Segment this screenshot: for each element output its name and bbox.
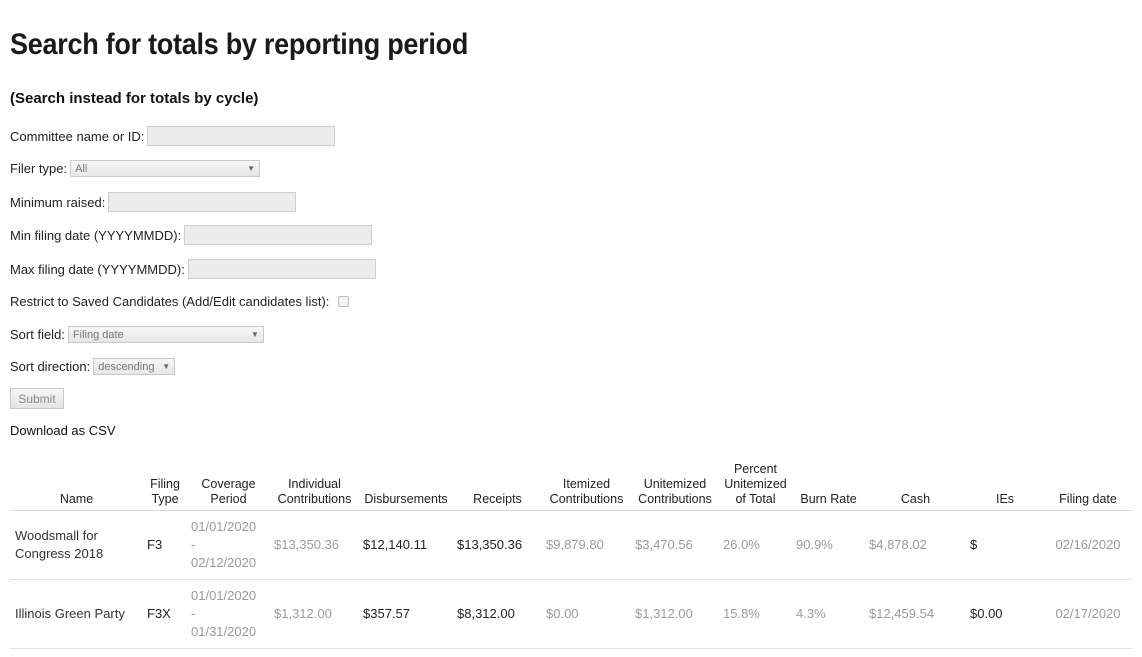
header-filing-type-line2: Type: [151, 492, 179, 506]
restrict-label: Restrict to Saved Candidates (Add/Edit c…: [10, 294, 330, 309]
committee-input[interactable]: [147, 126, 336, 146]
restrict-checkbox[interactable]: [338, 296, 350, 307]
burn-rate-cell: 90.9%: [792, 510, 865, 580]
min-raised-input[interactable]: [108, 192, 297, 212]
min-date-row: Min filing date (YYYYMMDD):: [10, 225, 373, 245]
header-coverage-line1: Coverage: [201, 477, 256, 491]
header-coverage-period: Coverage Period: [187, 459, 270, 511]
totals-table: Name Filing Type Coverage Period Individua…: [10, 459, 1132, 649]
chevron-down-icon: ▼: [251, 330, 259, 339]
header-cash: Cash: [865, 459, 966, 511]
percent-unitemized-cell: 15.8%: [719, 579, 792, 649]
restrict-row: Restrict to Saved Candidates (Add/Edit c…: [10, 294, 350, 309]
header-percent-line1: Percent: [733, 462, 778, 476]
committee-name-cell[interactable]: Illinois Green Party: [10, 579, 143, 649]
cash-cell: $12,459.54: [865, 579, 966, 649]
max-date-row: Max filing date (YYYYMMDD):: [10, 259, 376, 279]
receipts-cell: $13,350.36: [453, 510, 542, 580]
filer-type-select[interactable]: All ▼: [70, 160, 261, 177]
download-csv-link[interactable]: Download as CSV: [10, 423, 116, 438]
period-start: 01/01/2020: [191, 519, 257, 534]
header-filing-type-line1: Filing: [150, 477, 180, 491]
header-coverage-line2: Period: [210, 492, 247, 506]
header-filing-type: Filing Type: [143, 459, 187, 511]
max-date-label: Max filing date (YYYYMMDD):: [10, 261, 185, 277]
min-date-label: Min filing date (YYYYMMDD):: [10, 227, 182, 243]
disbursements-cell: $12,140.11: [359, 510, 453, 580]
header-percent-line2: Unitemized: [724, 477, 787, 491]
header-itemized-line1: Itemized: [562, 477, 611, 491]
committee-name-cell[interactable]: Woodsmall for Congress 2018: [10, 510, 143, 580]
filer-type-value: All: [75, 162, 88, 175]
header-unitemized-contributions: Unitemized Contributions: [631, 459, 719, 511]
header-ies: IEs: [966, 459, 1044, 511]
committee-label: Committee name or ID:: [10, 128, 145, 144]
submit-button[interactable]: Submit: [10, 388, 64, 409]
percent-unitemized-cell: 26.0%: [719, 510, 792, 580]
header-individual-line1: Individual: [288, 477, 341, 491]
header-itemized-line2: Contributions: [549, 492, 624, 506]
sort-field-value: Filing date: [72, 328, 124, 341]
committee-row: Committee name or ID:: [10, 126, 336, 146]
individual-contributions-cell: $1,312.00: [270, 579, 359, 649]
period-end: 01/31/2020: [191, 624, 257, 639]
page-title: Search for totals by reporting period: [10, 28, 469, 61]
filer-type-row: Filer type: All ▼: [10, 160, 261, 177]
sort-direction-label: Sort direction:: [10, 359, 91, 374]
header-individual-contributions: Individual Contributions: [270, 459, 359, 511]
chevron-down-icon: ▼: [162, 362, 171, 371]
table-row: Illinois Green Party F3X 01/01/2020 - 01/3…: [10, 579, 1132, 649]
coverage-period-cell: 01/01/2020 - 01/31/2020: [187, 579, 270, 649]
header-itemized-contributions: Itemized Contributions: [542, 459, 631, 511]
period-separator: -: [191, 537, 196, 552]
ies-cell[interactable]: $: [966, 510, 1044, 580]
filing-date-cell[interactable]: 02/16/2020: [1044, 510, 1132, 580]
itemized-contributions-cell: $0.00: [542, 579, 631, 649]
coverage-period-cell: 01/01/2020 - 02/12/2020: [187, 510, 270, 580]
ies-cell[interactable]: $0.00: [966, 579, 1044, 649]
header-percent-unitemized: Percent Unitemized of Total: [719, 459, 792, 511]
period-start: 01/01/2020: [191, 588, 257, 603]
sort-field-label: Sort field:: [10, 327, 65, 342]
filing-type-cell: F3: [143, 510, 187, 580]
header-receipts: Receipts: [453, 459, 542, 511]
chevron-down-icon: ▼: [247, 164, 256, 173]
itemized-contributions-cell: $9,879.80: [542, 510, 631, 580]
sort-direction-value: descending: [98, 360, 155, 373]
burn-rate-cell: 4.3%: [792, 579, 865, 649]
header-filing-date: Filing date: [1044, 459, 1132, 511]
header-name: Name: [10, 459, 143, 511]
filer-type-label: Filer type:: [10, 161, 68, 176]
sort-direction-row: Sort direction: descending ▼: [10, 358, 176, 375]
max-date-input[interactable]: [187, 259, 376, 279]
individual-contributions-cell: $13,350.36: [270, 510, 359, 580]
header-burn-rate: Burn Rate: [792, 459, 865, 511]
filing-date-cell[interactable]: 02/17/2020: [1044, 579, 1132, 649]
receipts-cell: $8,312.00: [453, 579, 542, 649]
table-header-row: Name Filing Type Coverage Period Individua…: [10, 459, 1132, 511]
header-disbursements: Disbursements: [359, 459, 453, 511]
unitemized-contributions-cell: $3,470.56: [631, 510, 719, 580]
header-individual-line2: Contributions: [277, 492, 352, 506]
header-unitemized-line2: Contributions: [638, 492, 712, 506]
period-separator: -: [191, 606, 196, 621]
cash-cell: $4,878.02: [865, 510, 966, 580]
min-raised-label: Minimum raised:: [10, 194, 106, 210]
min-date-input[interactable]: [184, 225, 373, 245]
min-raised-row: Minimum raised:: [10, 192, 297, 212]
search-by-cycle-link[interactable]: (Search instead for totals by cycle): [10, 90, 259, 107]
filing-type-cell: F3X: [143, 579, 187, 649]
disbursements-cell: $357.57: [359, 579, 453, 649]
unitemized-contributions-cell: $1,312.00: [631, 579, 719, 649]
period-end: 02/12/2020: [191, 555, 257, 570]
sort-direction-select[interactable]: descending ▼: [93, 358, 176, 375]
sort-field-select[interactable]: Filing date ▼: [67, 326, 264, 343]
header-percent-line3: of Total: [735, 492, 776, 506]
sort-field-row: Sort field: Filing date ▼: [10, 326, 264, 343]
header-unitemized-line1: Unitemized: [643, 477, 707, 491]
table-row: Woodsmall for Congress 2018 F3 01/01/202…: [10, 510, 1132, 580]
